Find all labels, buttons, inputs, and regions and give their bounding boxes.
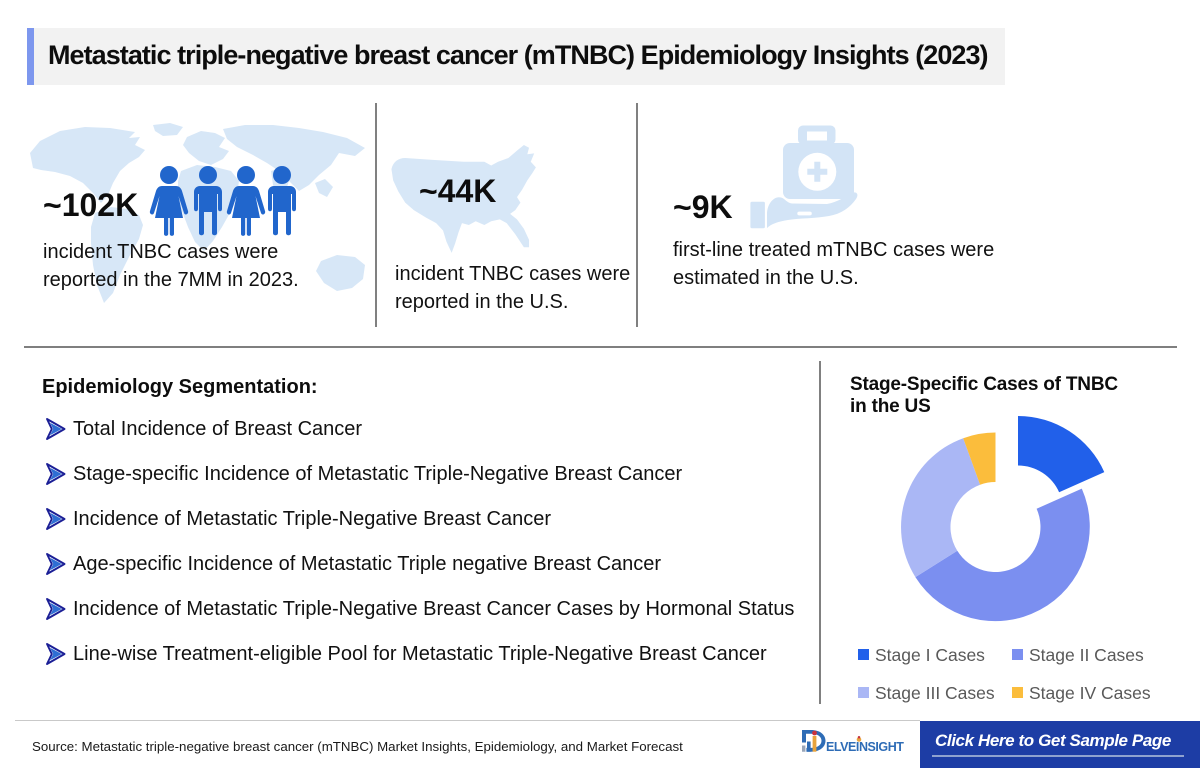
svg-text:ELVEINSIGHT: ELVEINSIGHT bbox=[826, 740, 904, 754]
